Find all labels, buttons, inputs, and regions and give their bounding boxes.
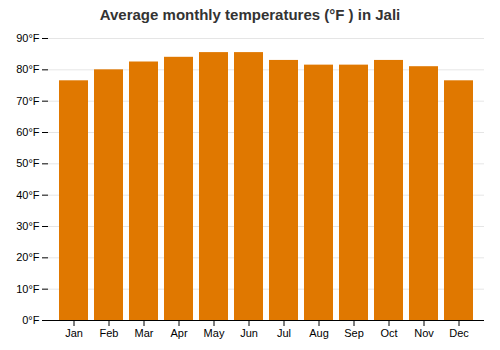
svg-text:Jan: Jan [65,327,83,339]
svg-text:May: May [204,327,225,339]
svg-text:Jun: Jun [240,327,258,339]
svg-text:Oct: Oct [380,327,397,339]
svg-text:Jul: Jul [277,327,291,339]
svg-text:Mar: Mar [135,327,154,339]
svg-text:Nov: Nov [414,327,434,339]
svg-text:Apr: Apr [170,327,187,339]
svg-text:Sep: Sep [344,327,364,339]
svg-text:20°F: 20°F [16,251,40,263]
svg-text:Dec: Dec [449,327,469,339]
svg-text:50°F: 50°F [16,157,40,169]
html-text:Average monthly temperatures (: Average monthly temperatures (°F ) in Ja… [99,6,401,23]
svg-text:60°F: 60°F [16,126,40,138]
svg-text:Aug: Aug [309,327,329,339]
svg-text:10°F: 10°F [16,283,40,295]
svg-text:80°F: 80°F [16,63,40,75]
svg-text:90°F: 90°F [16,32,40,44]
svg-text:Feb: Feb [100,327,119,339]
svg-text:0°F: 0°F [22,314,40,326]
svg-text:70°F: 70°F [16,95,40,107]
svg-text:30°F: 30°F [16,220,40,232]
svg-text:40°F: 40°F [16,189,40,201]
